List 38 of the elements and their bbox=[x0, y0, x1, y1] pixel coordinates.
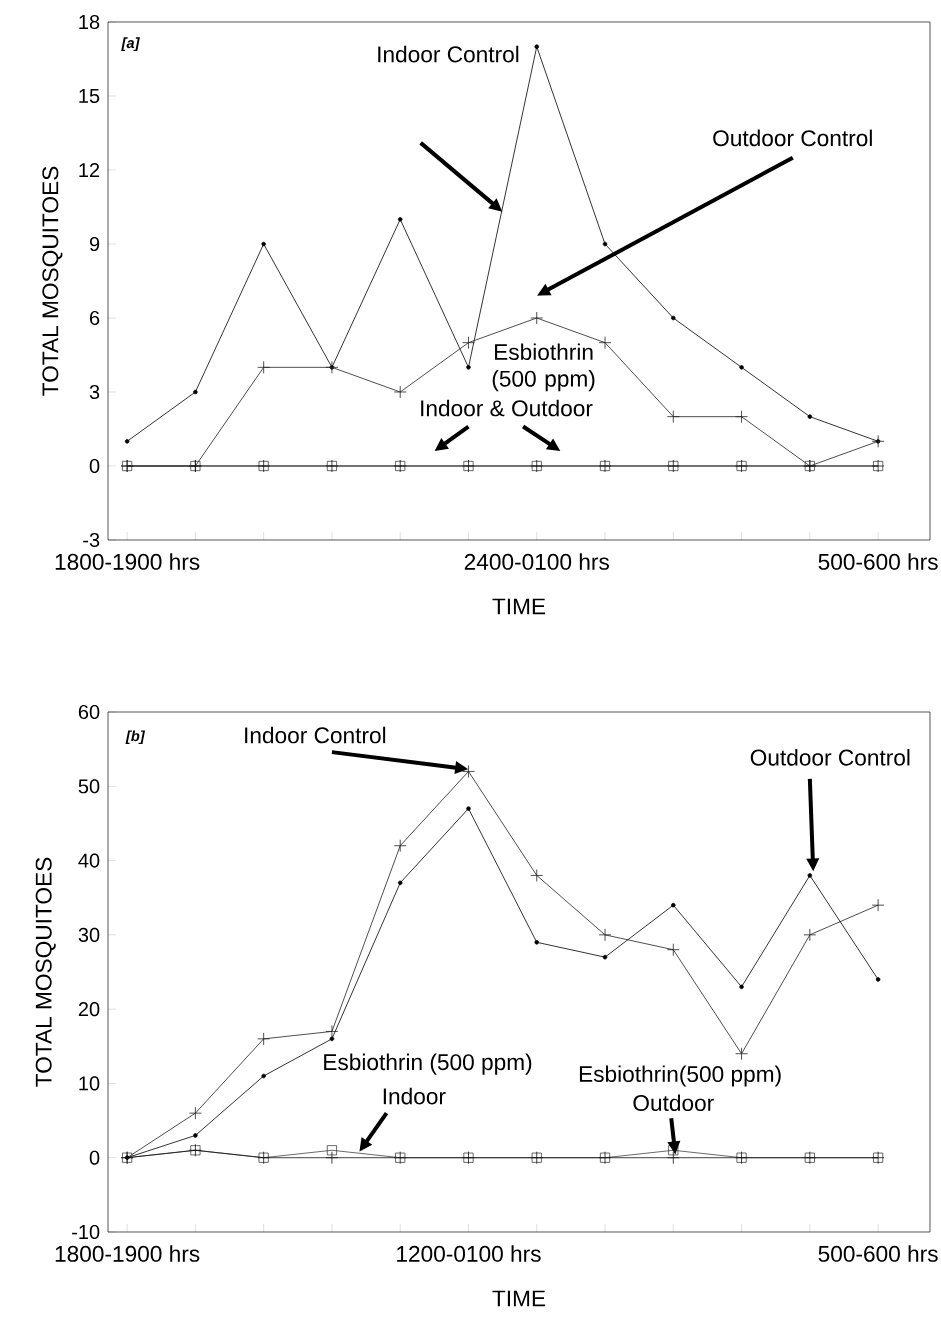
annotation: Esbiothrin (500 ppm) bbox=[492, 343, 595, 392]
annotation: Esbiothrin (500 ppm) bbox=[324, 1053, 532, 1075]
y-tick-label: 50 bbox=[78, 779, 100, 794]
y-tick-label: -3 bbox=[83, 532, 100, 548]
y-axis-title: TOTAL MOSQUITOES bbox=[35, 857, 56, 1087]
y-axis-title: TOTAL MOSQUITOES bbox=[42, 166, 63, 396]
annotation: [b] bbox=[125, 730, 146, 745]
y-tick-label: 20 bbox=[78, 1002, 100, 1017]
x-axis-title: TIME bbox=[492, 1290, 546, 1307]
y-tick-label: 10 bbox=[79, 1076, 100, 1091]
x-tick-label: 500-600 hrs bbox=[818, 553, 938, 570]
annotation: Indoor & Outdoor bbox=[421, 399, 593, 417]
annotation: Esbiothrin(500 ppm) bbox=[579, 1065, 781, 1087]
y-tick-label: 60 bbox=[78, 704, 100, 720]
annotation: Outdoor Control bbox=[750, 749, 910, 766]
x-tick-label: 1800-1900 hrs bbox=[55, 553, 200, 570]
x-axis-title: TIME bbox=[492, 598, 546, 615]
y-tick-label: 0 bbox=[89, 1150, 100, 1165]
y-tick-label: 6 bbox=[90, 310, 100, 326]
y-tick-label: 30 bbox=[78, 927, 100, 942]
x-tick-label: 1800-1900 hrs bbox=[55, 1245, 200, 1262]
annotation: Indoor Control bbox=[378, 45, 519, 63]
y-tick-label: 3 bbox=[89, 384, 100, 400]
y-tick-label: 12 bbox=[79, 163, 100, 177]
y-tick-label: 0 bbox=[89, 458, 100, 474]
y-tick-label: 15 bbox=[79, 89, 100, 103]
y-tick-label: 18 bbox=[79, 14, 100, 30]
y-tick-label: -10 bbox=[72, 1224, 100, 1240]
y-tick-label: 9 bbox=[89, 236, 100, 252]
x-tick-label: 1200-0100 hrs bbox=[397, 1245, 541, 1262]
annotation: Outdoor Control bbox=[713, 129, 872, 147]
x-tick-label: 500-600 hrs bbox=[818, 1245, 938, 1262]
annotation: Indoor bbox=[383, 1087, 446, 1105]
y-tick-label: 40 bbox=[78, 853, 100, 868]
annotation: Indoor Control bbox=[245, 726, 386, 744]
annotation: [a] bbox=[121, 37, 140, 52]
x-tick-label: 2400-0100 hrs bbox=[464, 553, 609, 570]
annotation: Outdoor bbox=[633, 1094, 714, 1112]
